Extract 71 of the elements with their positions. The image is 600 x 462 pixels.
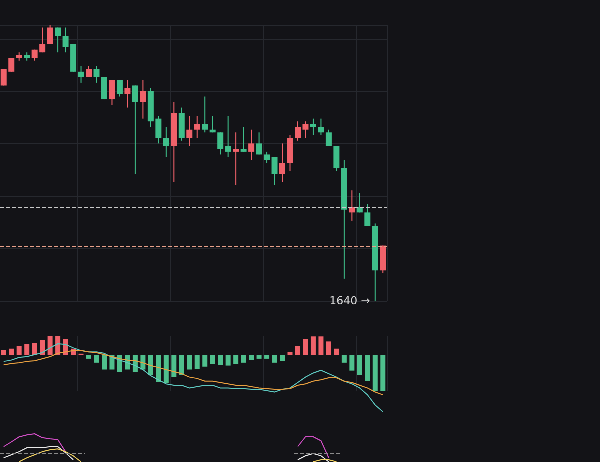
- bar: [342, 355, 347, 363]
- candlestick: [318, 118, 324, 136]
- bar: [40, 340, 46, 355]
- bar: [334, 348, 340, 355]
- bar: [1, 350, 6, 355]
- candlestick: [55, 27, 62, 54]
- bar: [194, 355, 200, 370]
- candlestick: [240, 126, 247, 152]
- candlestick: [78, 66, 84, 84]
- bar: [280, 355, 286, 362]
- bar: [179, 355, 184, 376]
- candlestick: [109, 80, 116, 106]
- candlestick: [47, 24, 54, 45]
- candlestick: [264, 151, 270, 164]
- bar: [156, 355, 162, 382]
- candlestick: [94, 66, 100, 84]
- bar: [249, 355, 254, 360]
- bar: [372, 355, 378, 391]
- bar: [218, 355, 224, 366]
- bar: [318, 336, 324, 355]
- candlestick: [140, 80, 146, 120]
- bar: [380, 355, 386, 391]
- bar: [164, 355, 169, 384]
- bar: [86, 355, 92, 359]
- bar: [187, 355, 192, 370]
- candlestick: [225, 116, 232, 158]
- candlestick: [248, 129, 255, 161]
- bar: [172, 355, 177, 378]
- candlestick: [218, 132, 224, 156]
- candlestick: [233, 132, 240, 186]
- candlestick: [116, 80, 123, 98]
- bar: [102, 355, 107, 370]
- bar: [357, 355, 362, 376]
- candlestick: [132, 85, 138, 175]
- candlestick: [364, 204, 371, 227]
- bar: [288, 352, 293, 355]
- bar: [272, 355, 278, 363]
- candlestick: [310, 118, 316, 136]
- candlestick: [210, 116, 216, 134]
- annotation: 1640 →: [330, 294, 370, 308]
- bar: [210, 355, 216, 364]
- candlestick: [280, 143, 286, 183]
- bar: [9, 348, 14, 355]
- candlestick: [163, 126, 170, 158]
- candlestick: [256, 132, 262, 156]
- bar: [234, 355, 239, 364]
- bar: [226, 355, 231, 366]
- bar: [350, 355, 355, 371]
- candlestick: [186, 116, 193, 147]
- bar: [16, 346, 22, 355]
- bar: [241, 355, 246, 363]
- candlestick: [326, 129, 332, 147]
- bar: [148, 355, 154, 376]
- bar: [24, 344, 30, 355]
- bar: [48, 336, 53, 355]
- bar: [256, 355, 262, 359]
- bar: [326, 342, 332, 355]
- bar: [94, 355, 100, 363]
- candlestick: [202, 96, 208, 134]
- candlestick: [86, 66, 92, 78]
- bar: [32, 343, 38, 355]
- bar: [303, 339, 308, 355]
- bar: [365, 355, 370, 382]
- candlestick: [334, 146, 340, 172]
- candlestick: [194, 116, 200, 139]
- candlestick: [124, 80, 131, 108]
- bar: [264, 355, 270, 359]
- bar: [295, 346, 300, 355]
- bar: [202, 355, 208, 367]
- bar: [310, 336, 316, 355]
- candlestick: [272, 156, 278, 186]
